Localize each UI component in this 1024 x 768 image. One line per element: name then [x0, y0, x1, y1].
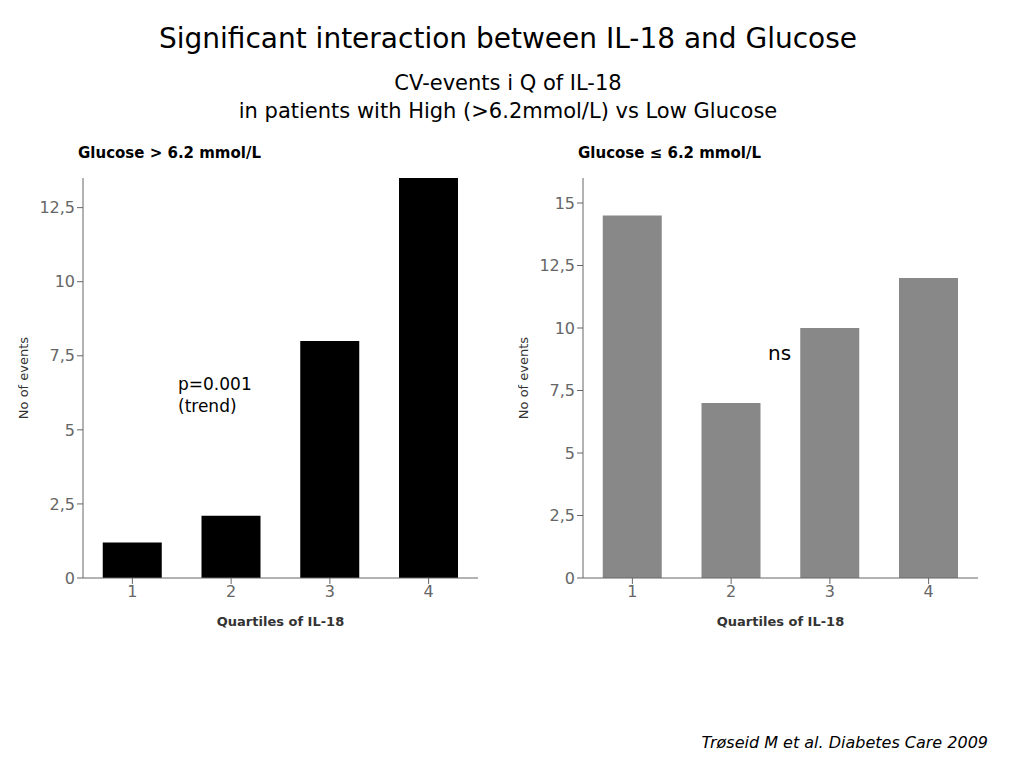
svg-text:Quartiles of IL-18: Quartiles of IL-18: [217, 614, 344, 628]
svg-text:10: 10: [55, 272, 75, 291]
svg-text:4: 4: [424, 582, 434, 601]
html-text:ns: ns: [768, 340, 792, 365]
svg-text:1: 1: [627, 582, 637, 601]
svg-text:No of events: No of events: [518, 336, 531, 418]
svg-text:12,5: 12,5: [39, 198, 75, 217]
svg-text:10: 10: [555, 318, 575, 337]
html-text:in patients with High (>6.2mmo: in patients with High (>6.2mmol/L) vs Lo…: [238, 99, 778, 124]
html-text:Glucose > 6.2 mmol/L: Glucose > 6.2 mmol/L: [78, 143, 261, 162]
html-text:CV-events i Q of IL-18: CV-events i Q of IL-18: [394, 71, 622, 95]
svg-text:2,5: 2,5: [550, 506, 575, 525]
svg-text:3: 3: [825, 582, 835, 601]
html-text:p=0.001: p=0.001: [178, 373, 252, 394]
svg-text:7,5: 7,5: [50, 346, 75, 365]
html-text:Significant interaction betwee: Significant interaction between IL-18 an…: [158, 22, 858, 55]
svg-text:0: 0: [65, 568, 75, 587]
svg-text:15: 15: [555, 193, 575, 212]
svg-text:5: 5: [565, 443, 575, 462]
svg-text:2,5: 2,5: [50, 494, 75, 513]
svg-text:2: 2: [726, 582, 736, 601]
svg-text:12,5: 12,5: [539, 256, 575, 275]
svg-text:4: 4: [924, 582, 934, 601]
svg-text:3: 3: [325, 582, 335, 601]
svg-text:1: 1: [127, 582, 137, 601]
svg-text:2: 2: [226, 582, 236, 601]
html-text:Trøseid M et al. Diabetes Care: Trøseid M et al. Diabetes Care 2009: [701, 733, 988, 752]
svg-text:Quartiles of IL-18: Quartiles of IL-18: [717, 614, 844, 628]
svg-text:No of events: No of events: [18, 336, 31, 418]
svg-text:7,5: 7,5: [550, 381, 575, 400]
svg-text:0: 0: [565, 568, 575, 587]
html-text:(trend): (trend): [178, 395, 237, 416]
svg-text:5: 5: [65, 420, 75, 439]
html-text:Glucose ≤ 6.2 mmol/L: Glucose ≤ 6.2 mmol/L: [578, 143, 761, 162]
